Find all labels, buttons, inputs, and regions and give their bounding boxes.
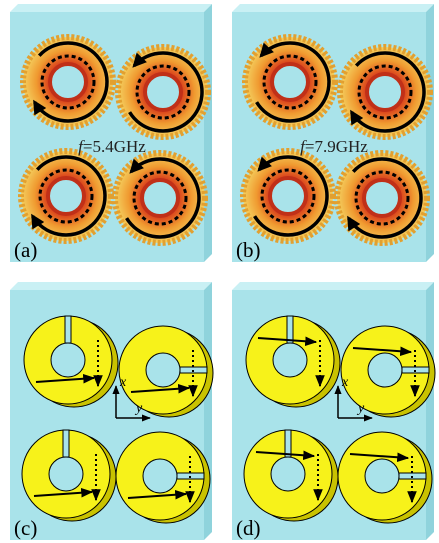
frequency-symbol: f <box>300 137 307 156</box>
axis-label-x: x <box>341 375 349 390</box>
ring-hole <box>270 62 310 102</box>
panel-label: (d) <box>236 516 261 540</box>
current-arrow <box>352 346 413 357</box>
current-arrow <box>33 41 109 123</box>
slab-top <box>232 4 434 12</box>
ring-hole <box>272 342 308 378</box>
dashed-loop <box>357 64 413 120</box>
current-arrow <box>130 383 191 394</box>
ring-hole <box>140 178 180 218</box>
ring-hole <box>46 176 86 216</box>
slab-side <box>426 282 434 540</box>
current-arrow <box>349 452 410 463</box>
slab-top <box>10 4 212 12</box>
current-arrow <box>35 373 96 384</box>
ring-hole <box>143 72 183 112</box>
dashed-loop <box>354 170 410 226</box>
dashed-loop <box>38 168 94 224</box>
ring-hole <box>142 458 178 494</box>
ring-slit <box>284 429 292 458</box>
ring-slit <box>62 429 70 458</box>
current-arrow <box>257 336 318 347</box>
ring-hole <box>367 352 403 388</box>
ring-slit <box>286 315 294 344</box>
frequency-value: =5.4GHz <box>83 137 146 156</box>
slab-top <box>232 282 434 290</box>
dashed-loop <box>40 54 96 110</box>
ring-hole <box>364 458 400 494</box>
dashed-loop <box>260 168 316 224</box>
ring-hole <box>365 72 405 112</box>
ring-hole <box>50 342 86 378</box>
frequency-value: =7.9GHz <box>305 137 368 156</box>
panel: f=5.4GHz (a) <box>10 4 212 262</box>
dashed-loop <box>262 54 318 110</box>
current-arrow <box>347 157 423 239</box>
ring-hole <box>362 178 402 218</box>
current-arrow <box>127 489 188 500</box>
slab-side <box>204 282 212 540</box>
current-arrow <box>125 157 201 239</box>
panel-label: (a) <box>14 238 37 262</box>
current-arrow <box>128 51 204 133</box>
panel-label: (c) <box>14 516 37 540</box>
ring-hole <box>48 456 84 492</box>
axis-label-y: y <box>356 401 365 416</box>
slab-top <box>10 282 212 290</box>
current-arrow <box>255 41 331 123</box>
slab-side <box>204 4 212 262</box>
current-arrow <box>255 450 316 461</box>
dashed-loop <box>135 64 191 120</box>
current-arrow <box>253 155 329 237</box>
ring-slit <box>64 315 72 344</box>
ring-hole <box>270 456 306 492</box>
ring-hole <box>48 62 88 102</box>
panel: xy (c) <box>10 282 214 540</box>
current-arrow <box>33 487 94 498</box>
current-arrow <box>31 155 107 237</box>
ring-hole <box>145 352 181 388</box>
ring-hole <box>268 176 308 216</box>
axis-label-x: x <box>119 375 127 390</box>
frequency-label: f=5.4GHz <box>78 137 146 156</box>
panel: xy (d) <box>232 282 436 540</box>
panel: f=7.9GHz (b) <box>232 4 434 262</box>
dashed-loop <box>132 170 188 226</box>
frequency-symbol: f <box>78 137 85 156</box>
axis-label-y: y <box>134 401 143 416</box>
slab-side <box>426 4 434 262</box>
panel-label: (b) <box>236 238 261 262</box>
current-arrow <box>350 51 426 133</box>
frequency-label: f=7.9GHz <box>300 137 368 156</box>
